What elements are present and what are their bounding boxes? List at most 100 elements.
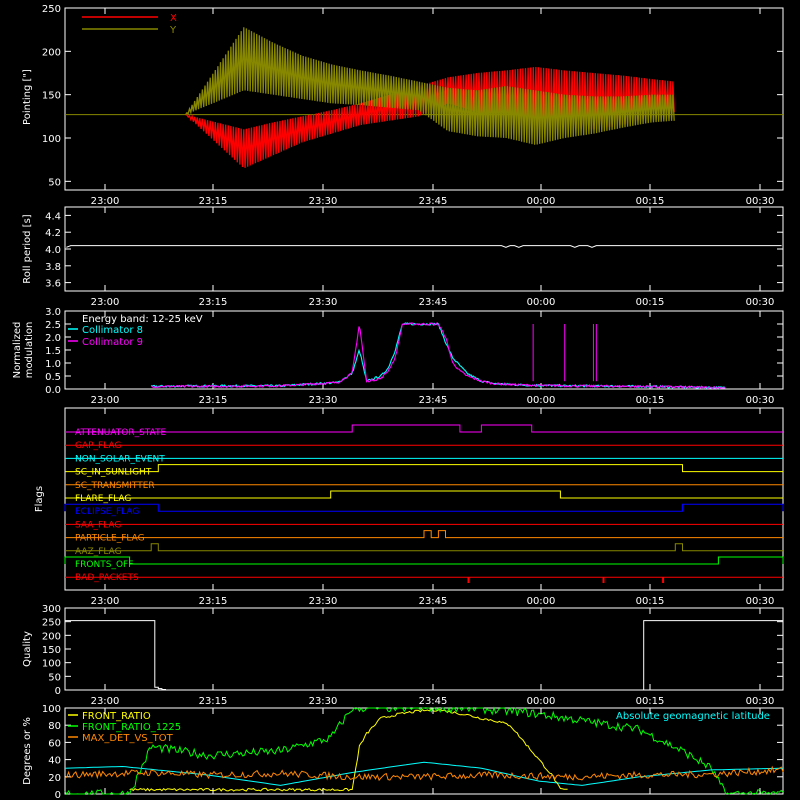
x-tick-label: 00:15: [636, 395, 665, 406]
pointing-frame: [64, 7, 784, 191]
x-tick-label: 23:45: [419, 395, 448, 406]
legend-label: MAX_DET_VS_TOT: [82, 733, 174, 744]
flag-label: SC_TRANSMITTER: [75, 481, 155, 491]
flag-label: SAA_FLAG: [75, 520, 121, 530]
x-tick-label: 00:30: [746, 297, 775, 308]
ratios-ylabel: Degrees or %: [22, 717, 33, 785]
modulation-series-collimator-8: [150, 322, 726, 390]
y-tick-label: 2.0: [45, 333, 61, 344]
x-tick-label: 23:30: [309, 596, 338, 607]
legend-label: Collimator 9: [82, 337, 143, 348]
ratios-series-front_ratio: [129, 708, 568, 792]
x-tick-label: 00:15: [636, 596, 665, 607]
y-tick-label: 50: [48, 672, 61, 683]
legend-label: FRONT_RATIO_1225: [82, 722, 181, 733]
x-tick-label: 23:45: [419, 297, 448, 308]
x-tick-label: 00:00: [527, 395, 556, 406]
flags-frame: [64, 407, 784, 591]
x-tick-label: 23:45: [419, 196, 448, 207]
x-tick-label: 23:30: [309, 196, 338, 207]
chart-marks: 23:00 23:15 23:30 23:45 00:00 00:15 00:30 50 100…: [42, 4, 784, 800]
flag-line: [65, 490, 783, 499]
modulation-series-collimator-9: [150, 322, 726, 390]
x-tick-label: 00:30: [746, 596, 775, 607]
x-tick-label: 00:15: [636, 196, 665, 207]
x-tick-label: 23:45: [419, 596, 448, 607]
flag-label: ECLIPSE_FLAG: [75, 507, 139, 517]
x-tick-label: 23:00: [91, 196, 120, 207]
x-tick-label: 23:45: [419, 696, 448, 707]
flag-label: FLARE_FLAG: [75, 494, 131, 504]
y-tick-label: 0.5: [45, 372, 61, 383]
x-tick-label: 00:00: [527, 297, 556, 308]
y-tick-label: 150: [42, 91, 61, 102]
y-tick-label: 80: [48, 721, 61, 732]
flag-label: BAD_PACKETS: [75, 573, 139, 583]
x-tick-label: 00:30: [746, 696, 775, 707]
x-tick-label: 23:00: [91, 395, 120, 406]
y-tick-label: 40: [48, 756, 61, 767]
y-tick-label: 3.6: [45, 279, 61, 290]
pointing-ylabel: Pointing ["]: [22, 69, 33, 125]
x-tick-label: 23:30: [309, 297, 338, 308]
flag-line: [64, 503, 784, 512]
y-tick-label: 50: [48, 177, 61, 188]
y-tick-label: 20: [48, 773, 61, 784]
quality-ylabel: Quality: [22, 631, 33, 667]
y-tick-label: 0.0: [45, 385, 61, 396]
y-tick-label: 150: [42, 645, 61, 656]
y-tick-label: 200: [42, 631, 61, 642]
y-tick-label: 250: [42, 618, 61, 629]
flag-label: NON_SOLAR_EVENT: [75, 454, 165, 464]
y-tick-label: 4.2: [45, 228, 61, 239]
flag-line: [65, 543, 783, 552]
y-tick-label: 2.5: [45, 320, 61, 331]
y-tick-label: 3.0: [45, 307, 61, 318]
pointing-series-x: [185, 66, 675, 168]
y-tick-label: 60: [48, 738, 61, 749]
x-tick-label: 00:00: [527, 696, 556, 707]
y-tick-label: 4.4: [45, 211, 61, 222]
y-tick-label: 3.8: [45, 262, 61, 273]
x-tick-label: 00:15: [636, 297, 665, 308]
flag-line: [65, 464, 783, 473]
y-tick-label: 1.0: [45, 359, 61, 370]
flag-label: FRONTS_OFF: [75, 560, 133, 570]
flag-line: [64, 556, 784, 565]
flags-ylabel: Flags: [34, 486, 45, 512]
flag-label: GAP_FLAG: [75, 441, 121, 451]
flag-label: PARTICLE_FLAG: [75, 534, 145, 544]
modulation-ylabel-line1: Normalized: [12, 322, 23, 379]
legend-label: X: [170, 13, 177, 24]
y-tick-label: 250: [42, 4, 61, 15]
ratios-series-max_det_vs_tot: [64, 765, 784, 782]
x-tick-label: 23:30: [309, 696, 338, 707]
roll-series: [66, 245, 782, 248]
modulation-ylabel-line2: modulation: [24, 322, 35, 379]
x-tick-label: 23:15: [199, 395, 228, 406]
legend-label: Collimator 8: [82, 325, 143, 336]
flags-panel: Flags: [34, 407, 784, 591]
flag-line: [65, 424, 783, 433]
y-tick-label: 0: [55, 790, 61, 800]
y-tick-label: 100: [42, 704, 61, 715]
x-tick-label: 23:15: [199, 596, 228, 607]
x-tick-label: 00:00: [527, 596, 556, 607]
flag-label: AAZ_FLAG: [75, 547, 122, 557]
y-tick-label: 1.5: [45, 346, 61, 357]
legend-label: Y: [169, 25, 177, 36]
legend-label: FRONT_RATIO: [82, 711, 151, 722]
x-tick-label: 23:15: [199, 696, 228, 707]
x-tick-label: 23:30: [309, 395, 338, 406]
x-tick-label: 23:00: [91, 596, 120, 607]
x-tick-label: 23:00: [91, 297, 120, 308]
pointing-series-y: [185, 27, 675, 145]
x-tick-label: 23:00: [91, 696, 120, 707]
flag-label: SC_IN_SUNLIGHT: [75, 468, 152, 478]
modulation-legend-title: Energy band: 12-25 keV: [82, 314, 203, 325]
x-tick-label: 23:15: [199, 196, 228, 207]
roll-ylabel: Roll period [s]: [22, 214, 33, 283]
ratios-series-front_ratio_1225: [64, 706, 784, 796]
